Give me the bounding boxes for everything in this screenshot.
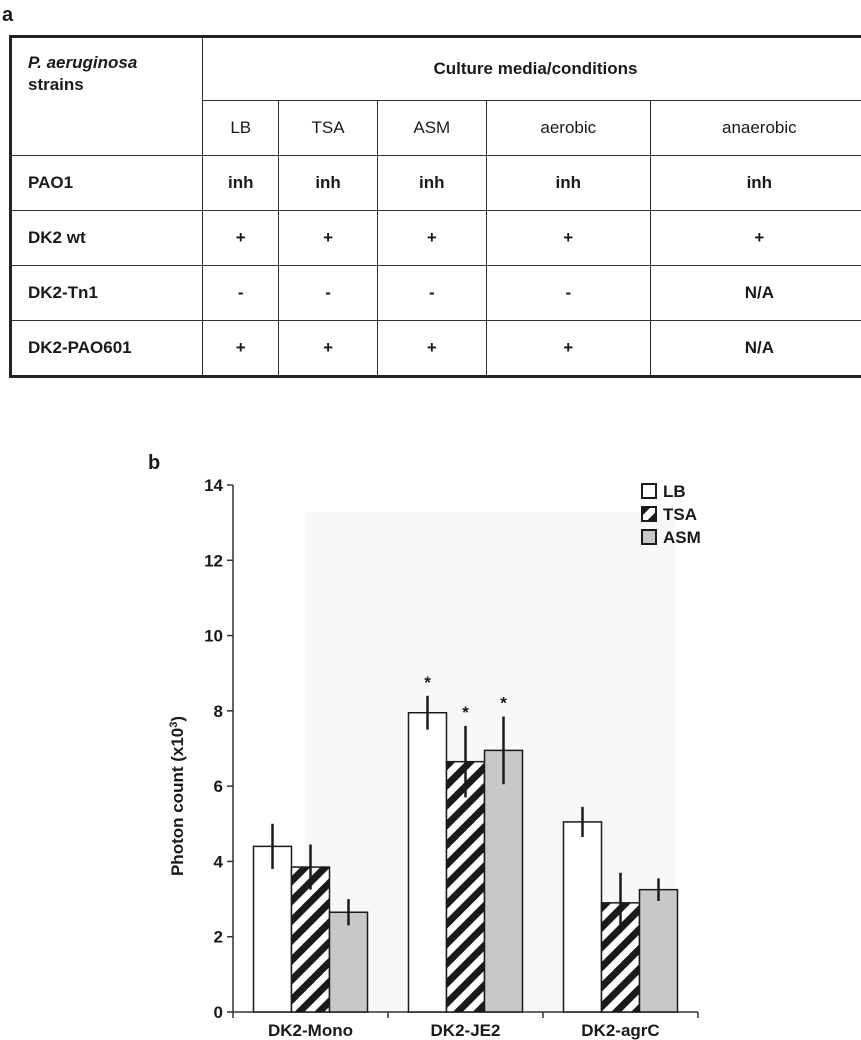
y-tick-label: 14 xyxy=(204,476,223,495)
x-axis: DK2-Mono DK2-JE2 DK2-agrC xyxy=(232,1011,699,1040)
strain-header-text: strains xyxy=(28,75,84,94)
table-cell: - xyxy=(278,265,378,321)
bar xyxy=(483,749,524,1013)
table-cell: - xyxy=(485,265,651,321)
bar xyxy=(328,911,369,1013)
strain-name: DK2-Tn1 xyxy=(9,265,203,321)
photon-count-chart: 0 2 4 6 8 10 12 14 DK2-Mono DK2-JE2 DK2-agrC * * * … xyxy=(168,476,701,1040)
y-axis-label-end: ) xyxy=(168,716,187,722)
table-cell: + xyxy=(201,210,280,266)
legend: LB TSA ASM xyxy=(641,482,701,547)
table-cell: inh xyxy=(649,155,861,211)
x-tick-label: DK2-JE2 xyxy=(431,1021,501,1040)
y-axis-label: Photon count (x103) xyxy=(168,716,187,876)
strain-name: DK2 wt xyxy=(9,210,203,266)
legend-label: LB xyxy=(663,482,686,501)
y-tick-label: 10 xyxy=(204,627,223,646)
table-cell: inh xyxy=(376,155,487,211)
table-cell: + xyxy=(278,210,378,266)
table-cell: inh xyxy=(278,155,378,211)
y-tick-label: 8 xyxy=(214,702,223,721)
table-cell: + xyxy=(485,320,651,378)
legend-swatch xyxy=(641,483,657,499)
x-tick-label: DK2-Mono xyxy=(268,1021,353,1040)
legend-label: ASM xyxy=(663,528,701,547)
bar-series: * * * xyxy=(252,673,679,1013)
y-tick-label: 12 xyxy=(204,551,223,570)
table-cell: inh xyxy=(201,155,280,211)
y-axis-label-text: Photon count (x10 xyxy=(168,728,187,876)
bar xyxy=(407,711,448,1013)
panel-a-label: a xyxy=(2,4,14,26)
y-tick-label: 6 xyxy=(214,777,223,796)
table-cell: + xyxy=(201,320,280,378)
panel-b-label: b xyxy=(148,452,161,474)
bar xyxy=(445,760,486,1013)
significance-marker: * xyxy=(424,673,431,692)
y-tick-label: 0 xyxy=(214,1003,223,1022)
table-cell: N/A xyxy=(649,265,861,321)
bar xyxy=(638,888,679,1013)
bar xyxy=(290,866,331,1013)
significance-marker: * xyxy=(500,694,507,713)
strain-name: DK2-PAO601 xyxy=(9,320,203,378)
strain-name: PAO1 xyxy=(9,155,203,211)
column-header: LB xyxy=(201,100,280,156)
table-cell: + xyxy=(376,210,487,266)
legend-swatch xyxy=(641,506,657,522)
column-header: ASM xyxy=(376,100,487,156)
table-cell: - xyxy=(376,265,487,321)
table-cell: + xyxy=(649,210,861,266)
y-axis-label-superscript: 3 xyxy=(168,722,180,728)
table-row: DK2 wt + + + + + xyxy=(9,210,861,266)
y-axis: 0 2 4 6 8 10 12 14 xyxy=(204,476,234,1022)
column-header: aerobic xyxy=(485,100,651,156)
y-tick-label: 2 xyxy=(214,928,223,947)
x-tick-label: DK2-agrC xyxy=(581,1021,659,1040)
table-row: DK2-Tn1 - - - - N/A xyxy=(9,265,861,321)
bar xyxy=(252,845,293,1013)
species-name: P. aeruginosa xyxy=(28,53,138,72)
media-header: Culture media/conditions xyxy=(202,35,861,101)
table-cell: N/A xyxy=(649,320,861,378)
strain-header: P. aeruginosa strains xyxy=(9,35,203,156)
significance-marker: * xyxy=(462,703,469,722)
table-row: PAO1 inh inh inh inh inh xyxy=(9,155,861,211)
table-cell: + xyxy=(278,320,378,378)
table-cell: - xyxy=(201,265,280,321)
table-cell: + xyxy=(485,210,651,266)
table-cell: + xyxy=(376,320,487,378)
column-header: anaerobic xyxy=(649,100,861,156)
y-tick-label: 4 xyxy=(214,852,224,871)
strain-media-table: P. aeruginosa strains Culture media/cond… xyxy=(9,35,861,378)
column-header: TSA xyxy=(278,100,378,156)
table-cell: inh xyxy=(485,155,651,211)
table-row: DK2-PAO601 + + + + N/A xyxy=(9,320,861,378)
legend-swatch xyxy=(641,529,657,545)
bar xyxy=(562,821,603,1013)
legend-label: TSA xyxy=(663,505,697,524)
